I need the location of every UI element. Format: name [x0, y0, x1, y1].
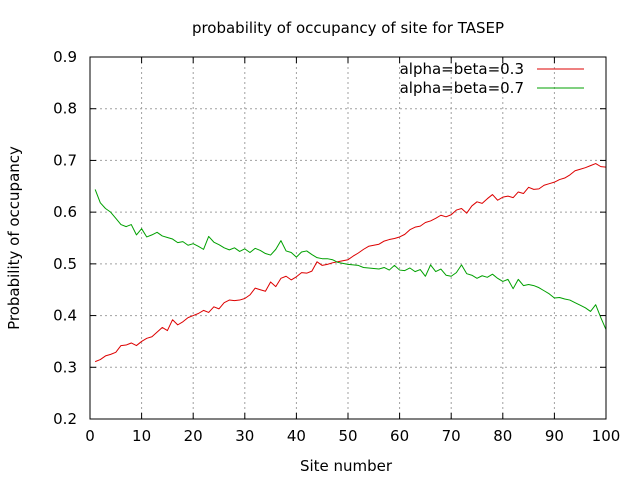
x-axis-label: Site number — [300, 457, 393, 475]
x-tick-label: 60 — [390, 427, 409, 445]
series-line-2 — [94, 189, 607, 330]
x-tick-label: 20 — [184, 427, 203, 445]
x-tick-label: 0 — [85, 427, 95, 445]
y-tick-label: 0.3 — [53, 358, 77, 376]
legend-label-1: alpha=beta=0.3 — [400, 60, 524, 78]
axis-ticks — [89, 56, 607, 420]
x-tick-label: 100 — [592, 427, 621, 445]
x-tick-label: 70 — [442, 427, 461, 445]
x-tick-label: 30 — [235, 427, 254, 445]
y-tick-label: 0.4 — [53, 307, 77, 325]
y-tick-label: 0.9 — [53, 48, 77, 66]
y-tick-label: 0.5 — [53, 255, 77, 273]
x-tick-labels: 0 10 20 30 40 50 60 70 80 90 100 — [85, 427, 620, 445]
x-tick-label: 10 — [132, 427, 151, 445]
grid-lines — [90, 57, 606, 419]
x-tick-label: 50 — [338, 427, 357, 445]
legend-label-2: alpha=beta=0.7 — [400, 79, 524, 97]
y-tick-label: 0.8 — [53, 100, 77, 118]
x-tick-label: 90 — [545, 427, 564, 445]
y-axis-label: Probability of occupancy — [5, 146, 23, 330]
chart-title: probability of occupancy of site for TAS… — [192, 19, 504, 37]
y-tick-label: 0.7 — [53, 151, 77, 169]
x-tick-label: 40 — [287, 427, 306, 445]
y-tick-label: 0.6 — [53, 203, 77, 221]
y-tick-label: 0.2 — [53, 410, 77, 428]
series-line-1 — [94, 163, 607, 363]
x-tick-label: 80 — [493, 427, 512, 445]
y-tick-labels: 0.2 0.3 0.4 0.5 0.6 0.7 0.8 0.9 — [53, 48, 77, 428]
series-layer — [94, 163, 607, 363]
